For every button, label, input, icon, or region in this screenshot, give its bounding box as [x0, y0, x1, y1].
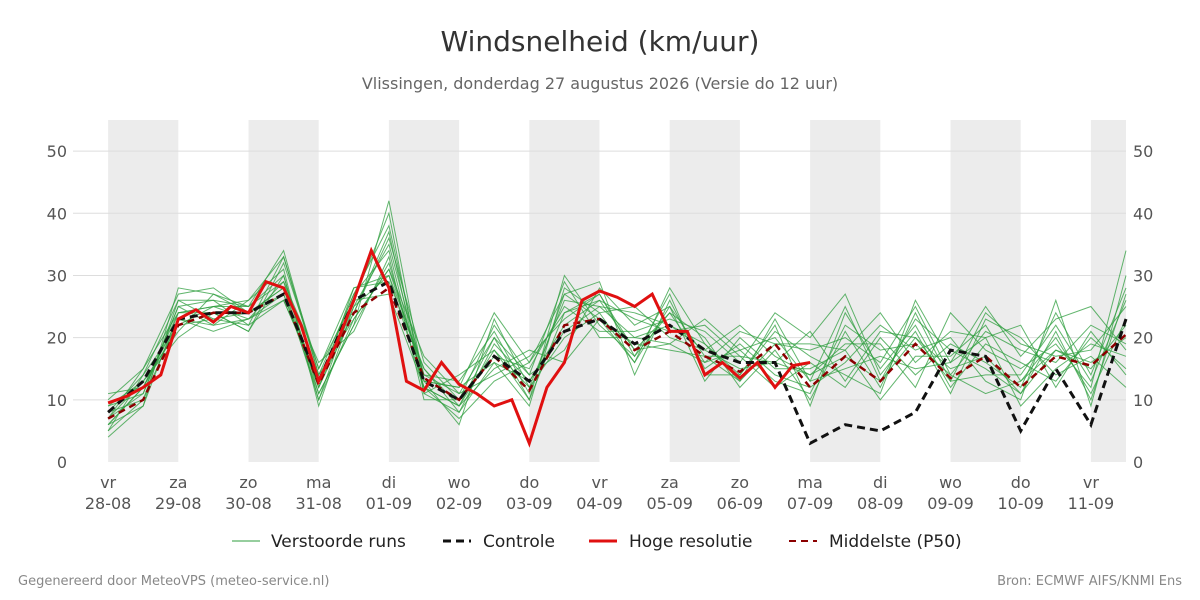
control-line	[107, 279, 1128, 446]
gridlines	[73, 150, 1126, 401]
chart-title: Windsnelheid (km/uur)	[441, 25, 760, 58]
x-tick-date-label: 10-09	[997, 494, 1044, 513]
x-tick-date-label: 05-09	[646, 494, 693, 513]
y-tick-label-left: 30	[47, 266, 67, 285]
x-tick-date-label: 02-09	[436, 494, 483, 513]
chart-subtitle: Vlissingen, donderdag 27 augustus 2026 (…	[362, 74, 838, 93]
ensemble-lines	[107, 200, 1127, 438]
y-tick-label-left: 0	[57, 453, 67, 472]
x-tick-day-label: ma	[306, 473, 331, 492]
legend-label-control: Controle	[483, 532, 555, 552]
y-tick-label-right: 10	[1133, 391, 1153, 410]
x-tick-day-label: di	[382, 473, 397, 492]
x-tick-day-label: za	[661, 473, 679, 492]
x-tick-day-label: zo	[239, 473, 257, 492]
legend-label-high-res: Hoge resolutie	[629, 532, 753, 552]
x-tick-day-label: za	[169, 473, 187, 492]
x-tick-day-label: do	[519, 473, 539, 492]
legend: Verstoorde runs Controle Hoge resolutie …	[232, 532, 962, 552]
x-tick-day-label: vr	[591, 473, 607, 492]
x-tick-day-label: zo	[731, 473, 749, 492]
y-axis-left: 0 10 20 30 40 50	[47, 142, 67, 472]
main-series	[107, 246, 1128, 448]
y-tick-label-right: 40	[1133, 204, 1153, 223]
x-tick-date-label: 28-08	[85, 494, 132, 513]
y-tick-label-left: 50	[47, 142, 67, 161]
weekend-band	[669, 120, 740, 462]
x-tick-day-label: ma	[797, 473, 822, 492]
x-tick-date-label: 11-09	[1068, 494, 1115, 513]
x-tick-day-label: vr	[1083, 473, 1099, 492]
x-tick-date-label: 08-09	[857, 494, 904, 513]
weekend-band	[810, 120, 881, 462]
weekend-bands	[108, 120, 1126, 462]
footer-generated-by: Gegenereerd door MeteoVPS (meteo-service…	[18, 574, 329, 589]
ensemble-run-line	[108, 255, 1127, 414]
y-tick-label-right: 20	[1133, 329, 1153, 348]
x-axis: vr 28-08 za 29-08 zo 30-08 ma 31-08 di 01-09 wo 02-…	[85, 473, 1114, 513]
x-tick-day-label: vr	[100, 473, 116, 492]
x-tick-date-label: 01-09	[366, 494, 413, 513]
x-tick-day-label: do	[1011, 473, 1031, 492]
ensemble-run-line	[107, 243, 1127, 426]
x-tick-day-label: wo	[939, 473, 962, 492]
ensemble-run-line	[107, 236, 1127, 407]
legend-label-ensemble: Verstoorde runs	[271, 532, 406, 552]
weekend-band	[388, 120, 460, 462]
x-tick-date-label: 07-09	[787, 494, 834, 513]
y-axis-right: 0 10 20 30 40 50	[1133, 142, 1153, 472]
x-tick-date-label: 30-08	[225, 494, 272, 513]
legend-label-median: Middelste (P50)	[829, 532, 962, 552]
y-tick-label-left: 40	[47, 204, 67, 223]
x-tick-day-label: wo	[448, 473, 471, 492]
ensemble-run-line	[107, 230, 1127, 426]
weekend-band	[950, 120, 1021, 462]
x-tick-date-label: 09-09	[927, 494, 974, 513]
ensemble-run-line	[107, 249, 1127, 432]
x-tick-day-label: di	[873, 473, 888, 492]
y-tick-label-right: 0	[1133, 453, 1143, 472]
footer-source: Bron: ECMWF AIFS/KNMI Ens	[997, 574, 1182, 589]
y-tick-label-right: 50	[1133, 142, 1153, 161]
high-res-line	[107, 246, 811, 448]
ensemble-run-line	[107, 255, 1127, 413]
x-tick-date-label: 31-08	[295, 494, 342, 513]
y-tick-label-left: 10	[47, 391, 67, 410]
median-line	[107, 285, 1127, 420]
y-tick-label-left: 20	[47, 329, 67, 348]
x-tick-date-label: 04-09	[576, 494, 623, 513]
x-tick-date-label: 06-09	[717, 494, 764, 513]
y-tick-label-right: 30	[1133, 266, 1153, 285]
x-tick-date-label: 03-09	[506, 494, 553, 513]
x-tick-date-label: 29-08	[155, 494, 202, 513]
